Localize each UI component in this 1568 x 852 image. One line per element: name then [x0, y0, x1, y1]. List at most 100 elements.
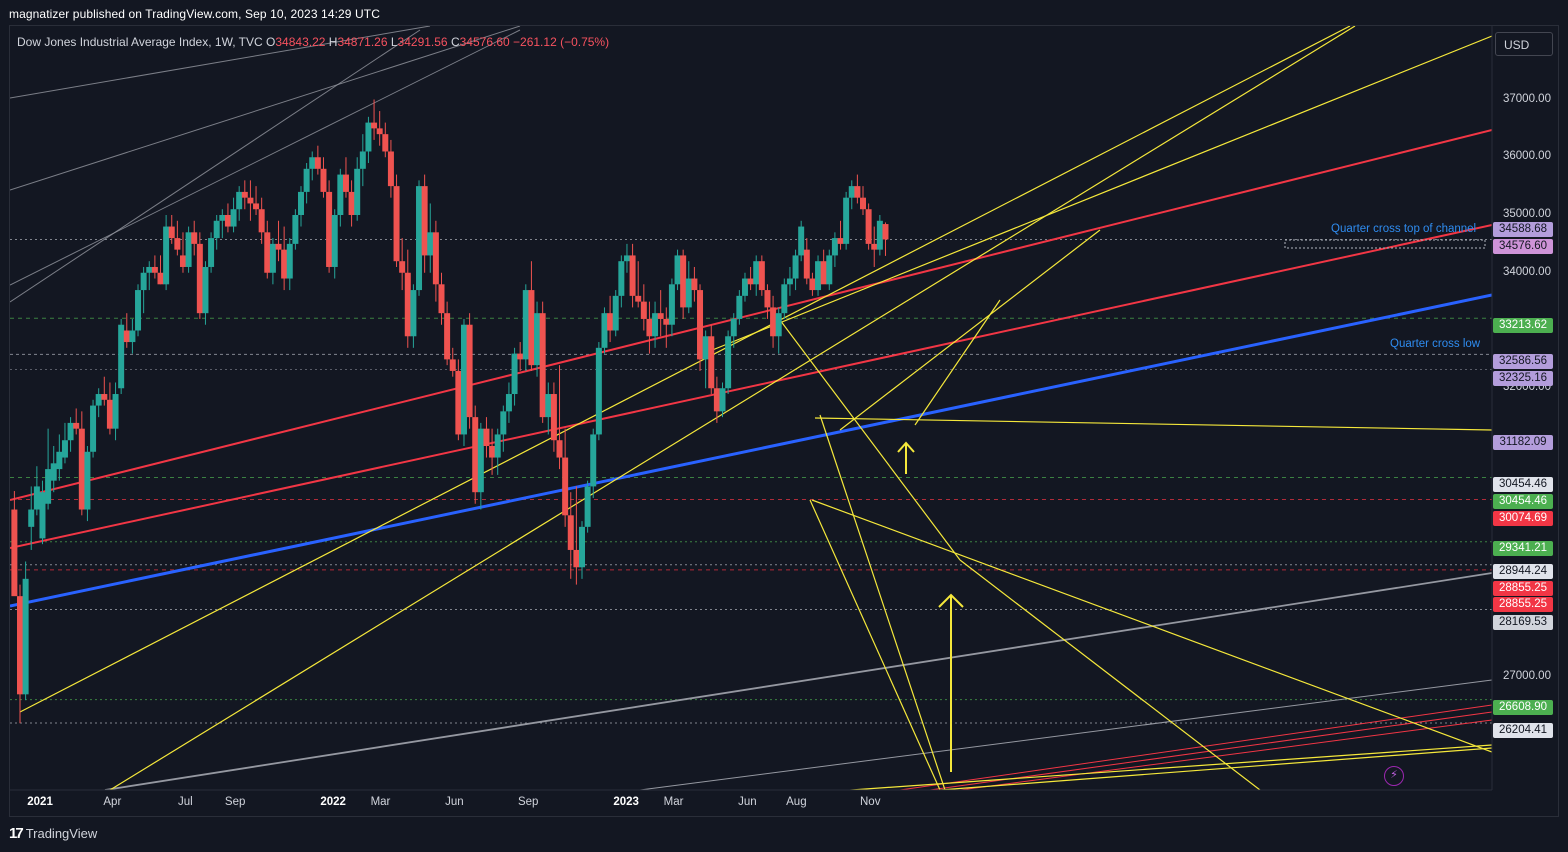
candle-body — [730, 318, 737, 337]
publisher-line: magnatizer published on TradingView.com,… — [9, 7, 380, 21]
candle-body — [758, 261, 765, 291]
candle-body — [95, 394, 102, 406]
candle-body — [539, 313, 546, 418]
candle-body — [196, 243, 203, 314]
candle-body — [314, 157, 321, 169]
candle-body — [652, 313, 659, 337]
candle-body — [831, 238, 838, 256]
price-label: 30074.69 — [1493, 511, 1553, 526]
chart-frame[interactable] — [9, 25, 1559, 817]
channel-low-line — [929, 711, 1492, 790]
candle-body — [876, 220, 883, 250]
currency-button[interactable]: USD — [1495, 32, 1553, 56]
candle-body — [635, 295, 642, 302]
candle-body — [241, 191, 248, 198]
candle-body — [157, 272, 164, 285]
candle-body — [281, 249, 288, 279]
candle-body — [50, 463, 57, 481]
open-value: 34843.22 — [275, 35, 326, 49]
tradingview-logo-icon[interactable]: 17 — [9, 825, 24, 842]
candle-body — [342, 174, 349, 192]
candle-body — [247, 197, 254, 204]
candle-body — [860, 197, 866, 210]
candle-body — [33, 486, 40, 510]
candle-body — [781, 284, 788, 314]
x-tick-label: Sep — [517, 796, 539, 808]
candle-body — [623, 255, 630, 262]
fib-yellow-line — [809, 499, 941, 790]
gray-fan-line — [10, 26, 521, 191]
candle-body — [803, 249, 810, 279]
candle-body — [607, 313, 614, 331]
close-label: C — [450, 35, 460, 49]
candle-body — [697, 290, 704, 360]
candle-body — [702, 336, 709, 360]
close-value: 34576.60 — [459, 35, 510, 49]
candle-body — [123, 330, 130, 343]
candle-body — [567, 515, 574, 550]
y-tick-label: 35000.00 — [1503, 208, 1551, 220]
candle-body — [466, 324, 473, 418]
price-label: 33213.62 — [1493, 318, 1553, 333]
candle-body — [22, 578, 29, 695]
candle-body — [646, 318, 653, 337]
x-tick-label: 2021 — [27, 796, 53, 808]
footer-brand[interactable]: TradingView — [25, 826, 98, 841]
candle-body — [354, 168, 361, 215]
candle-body — [837, 238, 844, 244]
fib-yellow-line — [699, 35, 1492, 356]
x-tick-label: 2023 — [613, 796, 639, 808]
fib-yellow-line — [842, 744, 1492, 790]
lightning-icon[interactable]: ⚡ — [1384, 766, 1404, 786]
fib-yellow-line — [914, 299, 1001, 426]
candle-body — [365, 122, 372, 152]
price-label: 34576.60 — [1493, 239, 1553, 254]
candle-body — [292, 215, 299, 244]
annotation-top-channel: Quarter cross top of channel — [1331, 223, 1477, 235]
candle-body — [11, 509, 18, 597]
x-tick-label: 2022 — [320, 796, 346, 808]
price-label: 28855.25 — [1493, 581, 1553, 596]
candle-body — [382, 134, 389, 152]
candle-body — [258, 209, 265, 233]
candle-body — [601, 313, 608, 348]
candle-body — [871, 243, 878, 250]
gray-trend-line — [104, 572, 1492, 790]
candle-body — [590, 434, 597, 487]
candle-body — [219, 215, 226, 221]
candle-body — [298, 191, 304, 215]
candle-body — [421, 186, 428, 256]
candle-body — [303, 168, 310, 192]
fib-yellow-line — [19, 26, 1351, 713]
x-tick-label: Sep — [224, 796, 246, 808]
gray-trend-line-thin — [639, 679, 1492, 790]
candle-body — [151, 266, 158, 273]
channel-low-line — [959, 719, 1492, 790]
gray-fan-line — [10, 29, 421, 303]
candle-body — [84, 451, 91, 510]
candle-body — [264, 232, 271, 273]
candle-body — [45, 469, 52, 504]
candle-body — [517, 353, 524, 360]
price-label: 31182.09 — [1493, 435, 1553, 450]
candle-body — [101, 394, 108, 400]
fib-yellow-line — [109, 26, 1356, 790]
candle-body — [534, 313, 541, 366]
y-tick-label: 34000.00 — [1503, 265, 1551, 278]
plot-area — [10, 26, 1492, 790]
candle-body — [725, 336, 732, 389]
candle-body — [185, 232, 192, 267]
candle-body — [483, 428, 490, 446]
x-tick-label: Jun — [445, 796, 464, 808]
candle-body — [747, 278, 754, 285]
candle-body — [331, 215, 338, 267]
candle-body — [73, 422, 80, 429]
candle-body — [140, 272, 147, 291]
candle-body — [798, 226, 805, 256]
fib-yellow-line — [959, 559, 1261, 790]
candle-body — [522, 290, 529, 360]
candle-body — [444, 313, 451, 360]
candle-body — [753, 261, 760, 285]
candle-body — [432, 232, 439, 285]
